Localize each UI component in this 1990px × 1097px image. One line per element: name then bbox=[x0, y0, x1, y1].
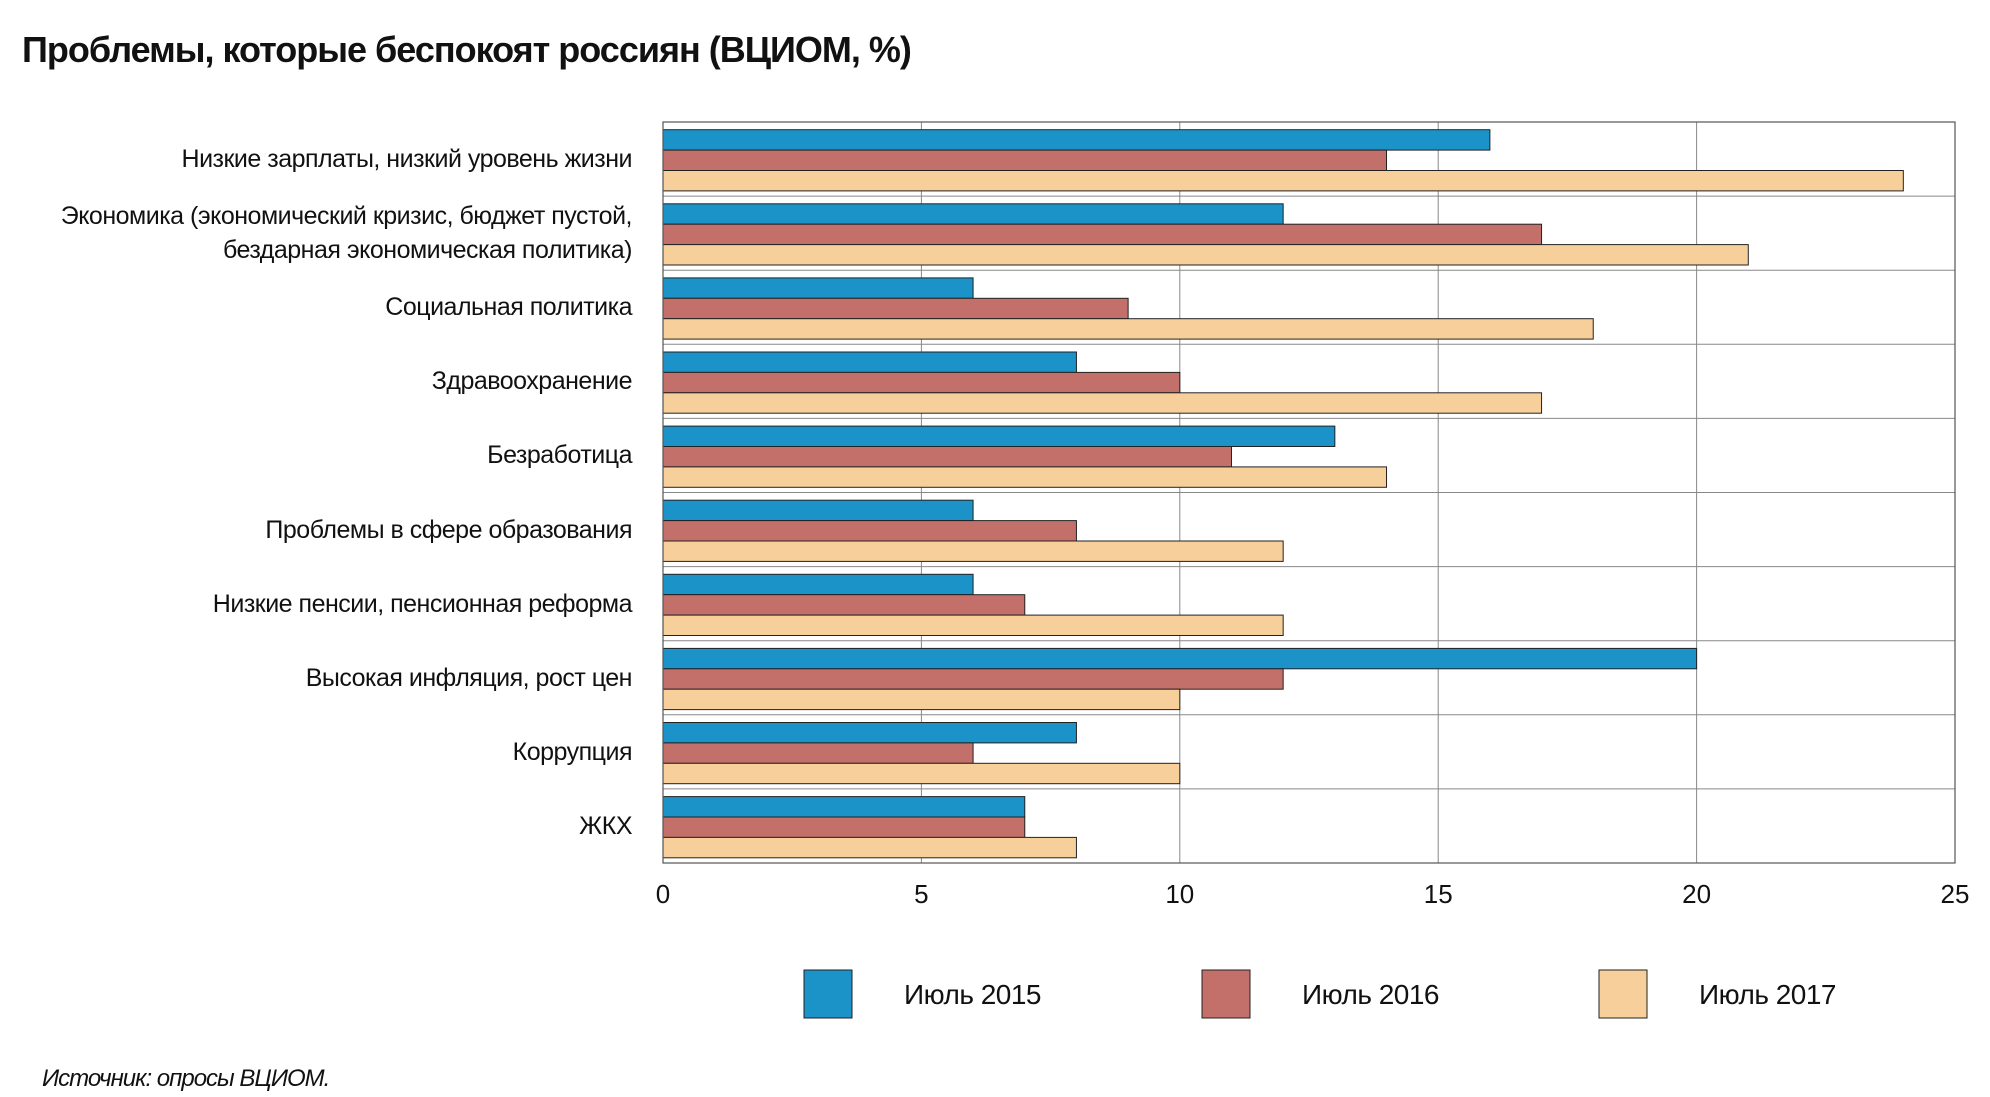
category-label: Высокая инфляция, рост цен bbox=[305, 663, 633, 692]
plot-frame bbox=[662, 121, 1956, 864]
bar bbox=[662, 170, 1904, 192]
bar bbox=[662, 499, 974, 522]
bar bbox=[662, 688, 1181, 711]
category-label: Коррупция bbox=[512, 737, 633, 766]
category-label: Здравоохранение bbox=[431, 367, 633, 396]
chart-title: Проблемы, которые беспокоят россиян (ВЦИ… bbox=[22, 29, 911, 70]
x-tick-label: 0 bbox=[656, 879, 670, 909]
bar bbox=[662, 647, 1698, 670]
x-tick-label: 15 bbox=[1424, 879, 1453, 909]
x-tick-label: 5 bbox=[914, 879, 928, 909]
bar bbox=[662, 392, 1543, 414]
bar bbox=[662, 371, 1181, 394]
bar bbox=[662, 277, 974, 299]
x-tick-label: 10 bbox=[1165, 879, 1194, 909]
bar bbox=[662, 466, 1388, 488]
bar bbox=[662, 318, 1594, 340]
bar bbox=[662, 425, 1336, 448]
bar bbox=[662, 573, 974, 596]
source-note: Источник: опросы ВЦИОМ. bbox=[42, 1065, 329, 1092]
category-label: Экономика (экономический кризис, бюджет … bbox=[60, 202, 633, 265]
bar bbox=[662, 244, 1749, 266]
category-label: Безработица bbox=[487, 441, 632, 470]
category-label: Социальная политика bbox=[385, 293, 632, 322]
bar bbox=[662, 722, 1077, 744]
bar bbox=[662, 297, 1129, 320]
legend-swatch bbox=[803, 969, 853, 1019]
legend-swatch bbox=[1201, 969, 1251, 1019]
bar bbox=[662, 520, 1077, 542]
legend-swatch bbox=[1598, 969, 1648, 1019]
bar bbox=[662, 594, 1026, 616]
bar bbox=[662, 203, 1284, 225]
bar bbox=[662, 816, 1026, 838]
bar bbox=[662, 836, 1077, 859]
x-tick-label: 20 bbox=[1682, 879, 1711, 909]
bar bbox=[662, 540, 1284, 562]
bar bbox=[662, 614, 1284, 636]
legend-label: Июль 2016 bbox=[1302, 979, 1439, 1010]
bar bbox=[662, 351, 1077, 373]
legend-label: Июль 2017 bbox=[1699, 979, 1836, 1010]
legend-label: Июль 2015 bbox=[904, 979, 1041, 1010]
bar bbox=[662, 223, 1543, 246]
bar bbox=[662, 762, 1181, 785]
category-label: Проблемы в сфере образования bbox=[265, 515, 632, 544]
bar bbox=[662, 668, 1284, 690]
bar bbox=[662, 149, 1388, 172]
category-label: Низкие зарплаты, низкий уровень жизни bbox=[181, 145, 633, 174]
category-label: ЖКХ bbox=[579, 811, 632, 840]
bar bbox=[662, 796, 1026, 818]
bar bbox=[662, 742, 974, 764]
category-label: Низкие пенсии, пенсионная реформа bbox=[212, 589, 633, 618]
bar bbox=[662, 129, 1491, 151]
bar bbox=[662, 446, 1232, 468]
x-tick-label: 25 bbox=[1941, 879, 1970, 909]
